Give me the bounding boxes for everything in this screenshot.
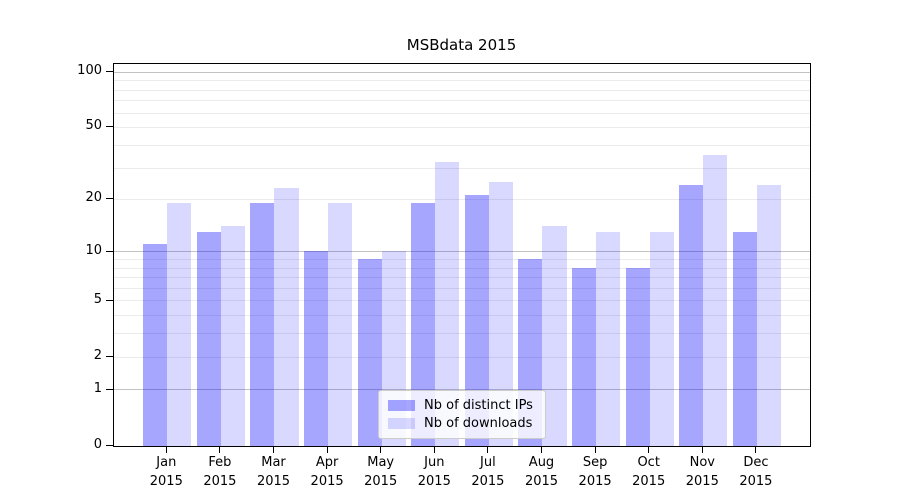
y-tick-50 (105, 126, 113, 128)
gridline-3 (113, 333, 811, 335)
chart-title: MSBdata 2015 (406, 36, 517, 54)
y-tick-label-5: 5 (93, 291, 102, 307)
legend-swatch-distinct-ips (388, 399, 415, 411)
legend-entry-distinct-ips: Nb of distinct IPs (388, 396, 536, 415)
legend-label-distinct-ips: Nb of distinct IPs (424, 397, 533, 413)
bar-ips-nov (679, 184, 704, 446)
gridline-30 (113, 167, 811, 169)
bar-downloads-nov (703, 155, 728, 446)
x-tick-dec (755, 445, 757, 453)
bar-ips-sep (571, 267, 597, 446)
x-tick-aug (540, 445, 543, 453)
bar-downloads-aug (542, 226, 567, 446)
x-tick-label-dec: Dec 2015 (739, 454, 773, 489)
bar-ips-dec (732, 231, 757, 446)
x-tick-feb (219, 445, 221, 453)
bar-downloads-mar (274, 188, 299, 446)
gridline-100 (113, 71, 811, 73)
y-tick-100 (105, 70, 113, 73)
x-tick-jun (433, 445, 435, 453)
x-tick-label-mar: Mar 2015 (256, 454, 291, 489)
bar-downloads-apr (328, 203, 353, 446)
gridline-1 (113, 389, 811, 391)
x-tick-jan (165, 445, 167, 453)
gridline-60 (113, 112, 811, 114)
gridline-10 (113, 251, 811, 253)
y-tick-label-1: 1 (93, 380, 102, 396)
y-tick-label-10: 10 (85, 242, 102, 258)
x-tick-label-oct: Oct 2015 (632, 454, 666, 489)
bar-downloads-oct (649, 231, 674, 446)
gridline-90 (113, 80, 811, 82)
y-tick-label-0: 0 (93, 436, 102, 452)
x-tick-label-feb: Feb 2015 (203, 454, 237, 489)
gridline-4 (113, 315, 811, 317)
y-tick-0 (105, 444, 113, 446)
gridline-2 (113, 356, 811, 358)
bar-ips-feb (196, 231, 221, 446)
gridline-5 (113, 300, 811, 302)
x-tick-label-sep: Sep 2015 (578, 454, 612, 489)
bar-ips-may (357, 259, 382, 446)
y-tick-20 (105, 198, 113, 200)
y-tick-label-50: 50 (85, 118, 102, 134)
gridline-80 (113, 89, 811, 91)
gridline-70 (113, 100, 811, 102)
gridline-40 (113, 144, 811, 146)
x-tick-mar (272, 445, 275, 453)
gridline-9 (113, 259, 811, 261)
y-tick-2 (105, 355, 113, 357)
x-tick-label-apr: Apr 2015 (310, 454, 344, 489)
bar-downloads-jan (167, 203, 192, 446)
bar-ips-oct (625, 267, 650, 446)
bar-ips-apr (303, 251, 329, 446)
x-tick-label-aug: Aug 2015 (524, 454, 559, 489)
y-tick-label-2: 2 (93, 347, 102, 363)
x-tick-sep (594, 445, 596, 453)
x-tick-jul (487, 445, 489, 453)
legend-swatch-downloads (388, 418, 415, 430)
y-tick-10 (105, 250, 113, 252)
x-tick-apr (326, 445, 328, 453)
x-tick-label-jul: Jul 2015 (471, 454, 505, 489)
gridline-20 (113, 199, 811, 201)
legend: Nb of distinct IPs Nb of downloads (378, 390, 546, 439)
x-tick-label-may: May 2015 (364, 454, 398, 489)
plot-area (112, 63, 812, 447)
x-tick-label-jun: Jun 2015 (417, 454, 451, 489)
y-tick-label-100: 100 (77, 62, 102, 78)
y-tick-label-20: 20 (85, 190, 102, 206)
x-tick-nov (701, 445, 703, 453)
bar-ips-jan (143, 244, 168, 446)
bar-downloads-sep (596, 231, 621, 446)
x-tick-label-nov: Nov 2015 (685, 454, 719, 489)
gridline-8 (113, 267, 811, 269)
y-tick-1 (105, 388, 113, 390)
bar-ips-mar (250, 203, 275, 446)
x-tick-label-jan: Jan 2015 (149, 454, 183, 489)
legend-label-downloads: Nb of downloads (424, 416, 533, 432)
x-tick-oct (648, 445, 650, 453)
y-tick-5 (105, 299, 113, 301)
gridline-50 (113, 127, 811, 129)
bar-downloads-dec (756, 184, 781, 446)
legend-entry-downloads: Nb of downloads (388, 415, 536, 434)
gridline-7 (113, 277, 811, 279)
gridline-6 (113, 288, 811, 290)
bar-downloads-feb (220, 226, 245, 446)
x-tick-may (380, 445, 382, 453)
